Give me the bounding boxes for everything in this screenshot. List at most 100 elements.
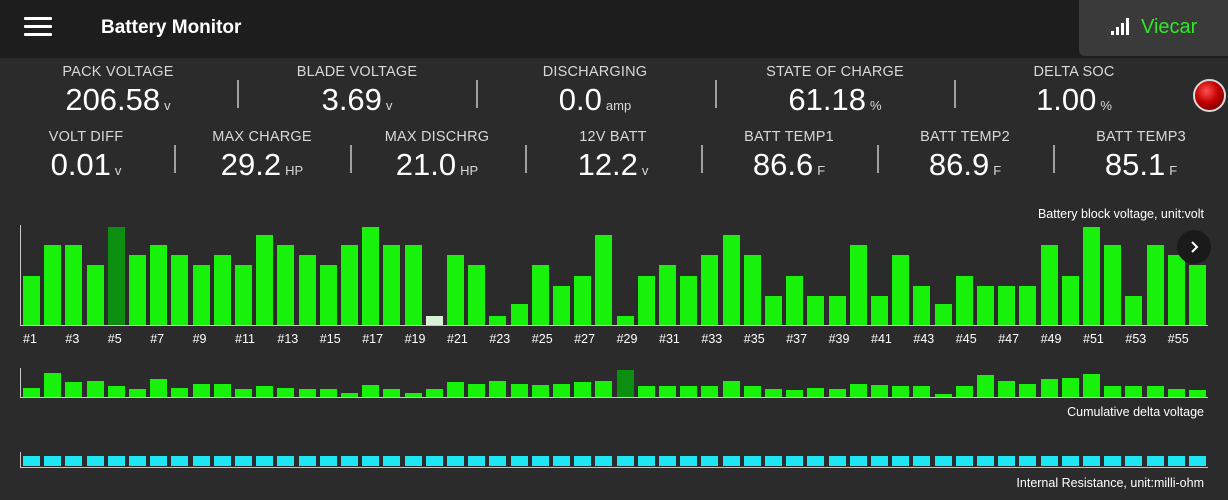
cumulative-delta-bar bbox=[150, 379, 168, 397]
stat-divider bbox=[237, 80, 239, 108]
stat-divider bbox=[877, 145, 879, 173]
cumulative-delta-bar bbox=[65, 382, 83, 397]
internal-resistance-bar bbox=[319, 456, 337, 466]
signal-bars-icon bbox=[1111, 17, 1133, 35]
block-voltage-bar bbox=[171, 255, 189, 325]
cumulative-delta-bar bbox=[680, 386, 698, 397]
stat-unit: HP bbox=[285, 163, 304, 178]
internal-resistance-bar bbox=[1061, 456, 1079, 466]
internal-resistance-bar bbox=[1189, 456, 1206, 466]
cumulative-delta-bar bbox=[871, 384, 888, 397]
stat-value: 86.9 F bbox=[928, 147, 1002, 182]
stat-divider bbox=[350, 145, 352, 173]
next-page-button[interactable] bbox=[1177, 230, 1211, 264]
block-voltage-bar bbox=[319, 265, 337, 325]
block-voltage-bar bbox=[574, 276, 592, 325]
cumulative-delta-bar bbox=[319, 388, 337, 397]
cumulative-delta-bar bbox=[849, 383, 867, 397]
cumulative-delta-bar bbox=[913, 386, 931, 397]
internal-resistance-bar bbox=[701, 456, 719, 466]
cumulative-delta-bar bbox=[510, 383, 528, 397]
cumulative-delta-bar bbox=[107, 386, 125, 397]
cumulative-delta-bar bbox=[341, 392, 358, 397]
stat-label: VOLT DIFF bbox=[48, 129, 124, 145]
stat-unit: F bbox=[1169, 163, 1178, 178]
stat-value: 85.1 F bbox=[1104, 147, 1178, 182]
stat-unit: amp bbox=[605, 98, 632, 113]
block-voltage-bar bbox=[786, 276, 804, 325]
block-voltage-bar bbox=[1125, 295, 1143, 325]
stat-divider bbox=[715, 80, 717, 108]
block-voltage-bar bbox=[659, 265, 676, 325]
stat-blade-voltage: BLADE VOLTAGE 3.69 v bbox=[257, 64, 457, 118]
block-voltage-bar bbox=[510, 304, 528, 325]
cumulative-delta-bar bbox=[743, 386, 761, 397]
block-voltage-bar bbox=[277, 244, 295, 325]
stat-value: 3.69 v bbox=[321, 82, 393, 117]
stat-unit: v bbox=[114, 163, 122, 178]
stat-label: DELTA SOC bbox=[1033, 64, 1115, 80]
block-voltage-bar bbox=[722, 234, 740, 325]
device-connection-button[interactable]: Viecar bbox=[1079, 0, 1228, 56]
block-voltage-bar bbox=[341, 244, 358, 325]
cumulative-delta-bar bbox=[659, 386, 676, 397]
block-voltage-bar bbox=[998, 285, 1016, 325]
stat-delta-soc: DELTA SOC 1.00% bbox=[974, 64, 1174, 118]
internal-resistance-bar bbox=[107, 456, 125, 466]
cumulative-delta-bar bbox=[489, 380, 507, 397]
stat-12v-batt: 12V BATT 12.2 v bbox=[513, 129, 713, 183]
x-tick-label: #17 bbox=[362, 332, 384, 346]
stat-label: BATT TEMP1 bbox=[744, 129, 834, 145]
x-tick-label: #45 bbox=[955, 332, 977, 346]
stat-value: 0.0 amp bbox=[558, 82, 632, 117]
x-tick-label: #13 bbox=[277, 332, 299, 346]
internal-resistance-bar bbox=[468, 456, 486, 466]
cumulative-delta-bar bbox=[383, 388, 401, 397]
block-voltage-bar bbox=[150, 244, 168, 325]
cumulative-delta-bar bbox=[722, 380, 740, 397]
block-voltage-bar bbox=[1040, 244, 1058, 325]
x-tick-label: #37 bbox=[786, 332, 808, 346]
internal-resistance-bar bbox=[425, 456, 443, 466]
x-tick-label: #3 bbox=[65, 332, 80, 346]
stat-divider bbox=[954, 80, 956, 108]
cumulative-delta-bar bbox=[129, 388, 146, 397]
block-voltage-bar bbox=[213, 255, 231, 325]
hamburger-menu-icon[interactable] bbox=[24, 16, 52, 38]
block-voltage-bar bbox=[235, 265, 252, 325]
block-voltage-bar bbox=[977, 285, 994, 325]
internal-resistance-bar bbox=[192, 456, 210, 466]
cumulative-delta-bar bbox=[171, 387, 189, 397]
block-voltage-caption: Battery block voltage, unit:volt bbox=[1037, 207, 1204, 221]
cumulative-delta-bar bbox=[425, 388, 443, 397]
internal-resistance-bar bbox=[934, 456, 952, 466]
cumulative-delta-bar bbox=[955, 386, 973, 397]
stat-discharging: DISCHARGING 0.0 amp bbox=[495, 64, 695, 118]
cumulative-delta-bar bbox=[447, 382, 464, 397]
internal-resistance-bar bbox=[892, 456, 910, 466]
stat-unit: % bbox=[870, 98, 882, 113]
block-voltage-bar bbox=[362, 227, 380, 325]
internal-resistance-bar bbox=[1040, 456, 1058, 466]
x-tick-label: #9 bbox=[192, 332, 207, 346]
stat-label: 12V BATT bbox=[579, 129, 647, 145]
x-tick-label: #7 bbox=[150, 332, 165, 346]
cumulative-delta-bar bbox=[531, 384, 549, 397]
cumulative-delta-bar bbox=[277, 387, 295, 397]
block-voltage-bar bbox=[489, 316, 507, 325]
internal-resistance-bar bbox=[913, 456, 931, 466]
internal-resistance-bar bbox=[383, 456, 401, 466]
block-voltage-bar bbox=[107, 227, 125, 325]
stat-unit: v bbox=[641, 163, 649, 178]
stat-batt-temp2: BATT TEMP2 86.9 F bbox=[865, 129, 1065, 183]
block-voltage-bar bbox=[1146, 244, 1164, 325]
x-tick-label: #49 bbox=[1040, 332, 1062, 346]
stat-volt-diff: VOLT DIFF 0.01 v bbox=[0, 129, 186, 183]
x-tick-label: #29 bbox=[616, 332, 638, 346]
x-tick-label: #53 bbox=[1125, 332, 1147, 346]
internal-resistance-bar bbox=[786, 456, 804, 466]
internal-resistance-bar bbox=[828, 456, 846, 466]
internal-resistance-bar bbox=[977, 456, 994, 466]
x-tick-label: #47 bbox=[998, 332, 1020, 346]
stat-label: BATT TEMP2 bbox=[920, 129, 1010, 145]
